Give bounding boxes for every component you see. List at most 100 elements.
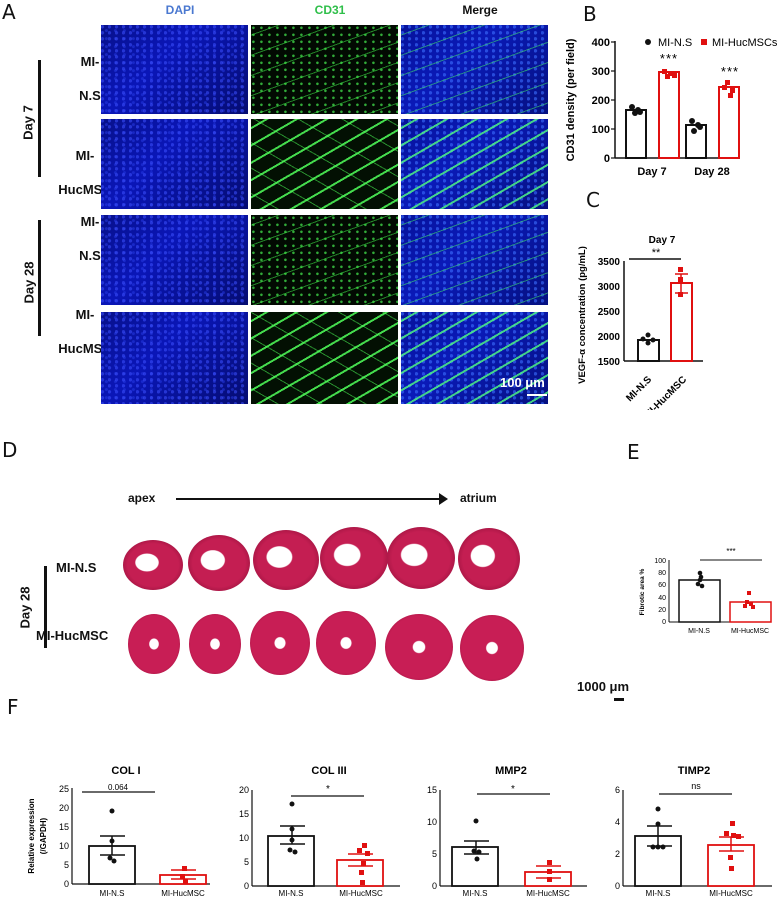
row-label-line1: MI- [80, 214, 100, 229]
svg-text:0: 0 [604, 153, 610, 165]
micrograph-dapi-day7-hucmsc [101, 119, 248, 209]
row-label-line1: MI- [80, 54, 100, 69]
row-label: MI- HucMSC [55, 305, 115, 359]
svg-text:MI-N.S: MI-N.S [279, 889, 304, 898]
svg-text:200: 200 [592, 95, 610, 107]
svg-text:3000: 3000 [598, 282, 621, 293]
svg-text:100: 100 [592, 124, 610, 136]
svg-text:Day 7: Day 7 [649, 235, 676, 246]
timepoint-label-day7: Day 7 [20, 105, 36, 140]
svg-text:MI-N.S: MI-N.S [463, 889, 488, 898]
timepoint-label-day28-d: Day 28 [17, 586, 33, 629]
svg-text:COL I: COL I [111, 765, 140, 777]
micrograph-merge-day7-hucmsc [401, 119, 548, 209]
svg-text:15: 15 [427, 785, 437, 795]
svg-text:5: 5 [64, 860, 69, 870]
svg-text:60: 60 [658, 582, 666, 589]
panel-f-letter: F [7, 695, 19, 719]
panel-c-letter: C [586, 188, 600, 212]
heart-section [460, 615, 524, 681]
timepoint-label-day28: Day 28 [21, 261, 37, 304]
heart-section [253, 530, 319, 590]
heart-section [385, 614, 453, 680]
axis-start-label: apex [128, 491, 156, 505]
micrograph-cd31-day7-hucmsc [251, 119, 398, 209]
row-label-line1: MI- [75, 148, 95, 163]
svg-text:100: 100 [654, 558, 666, 565]
heart-section [189, 614, 241, 674]
chart-f-mmp2: MMP2 * 0 5 10 15 MI-N.S MI-HucMSC [427, 765, 587, 898]
scale-bar-label: 100 μm [500, 375, 545, 390]
panel-d-letter: D [2, 438, 18, 462]
svg-text:***: *** [721, 64, 739, 79]
chart-f-timp2: TIMP2 ns 0 2 4 6 MI-N.S MI-HucMSC [615, 765, 772, 898]
svg-text:MI-N.S: MI-N.S [646, 889, 671, 898]
row-label-hucmsc: MI-HucMSC [36, 628, 109, 643]
micrograph-merge-day28-ns [401, 215, 548, 305]
heart-section [123, 540, 183, 590]
svg-text:20: 20 [239, 785, 249, 795]
axis-end-label: atrium [460, 491, 497, 505]
svg-text:300: 300 [592, 66, 610, 78]
svg-text:***: *** [660, 51, 678, 66]
micrograph-dapi-day7-ns [101, 25, 248, 114]
svg-text:10: 10 [427, 817, 437, 827]
svg-text:MI-HucMSCs: MI-HucMSCs [712, 37, 778, 49]
direction-arrow [176, 498, 439, 500]
svg-text:6: 6 [615, 785, 620, 795]
micrograph-merge-day7-ns [401, 25, 548, 114]
svg-text:0.064: 0.064 [108, 783, 129, 792]
svg-text:MI-HucMSC: MI-HucMSC [339, 889, 383, 898]
svg-text:400: 400 [592, 37, 610, 49]
chart-f-col-i: COL I 0.064 0 5 10 15 20 25 Relative expressi… [27, 765, 210, 898]
svg-text:MI-N.S: MI-N.S [100, 889, 125, 898]
column-header-cd31: CD31 [314, 3, 346, 17]
row-label-line2: HucMSC [58, 182, 112, 197]
svg-text:**: ** [652, 247, 661, 259]
svg-text:2500: 2500 [598, 307, 621, 318]
svg-text:MI-HucMSC: MI-HucMSC [161, 889, 205, 898]
row-label: MI- N.S [60, 212, 120, 266]
micrograph-cd31-day28-hucmsc [251, 312, 398, 404]
svg-text:MI-N.S: MI-N.S [658, 37, 692, 49]
svg-text:0: 0 [244, 881, 249, 891]
svg-text:VEGF-α concentration (pg/mL): VEGF-α concentration (pg/mL) [577, 246, 588, 384]
scale-bar-d [614, 698, 624, 701]
arrow-head-icon [439, 493, 448, 505]
chart-f-col-iii: COL III * 0 5 10 15 20 MI-N.S MI-HucMSC [239, 765, 400, 898]
row-label: MI- HucMSC [55, 146, 115, 200]
micrograph-merge-day28-hucmsc [401, 312, 548, 404]
micrograph-cd31-day7-ns [251, 25, 398, 114]
chart-c-vegf: Day 7 ** 1500 2000 2500 3000 3500 VEGF-α con… [577, 235, 703, 410]
svg-text:MI-HucMSC: MI-HucMSC [526, 889, 570, 898]
column-header-merge: Merge [462, 3, 498, 17]
row-label-ns: MI-N.S [56, 560, 97, 575]
svg-text:Fibrotic area %: Fibrotic area % [639, 568, 646, 615]
y-axis: 0 100 200 300 400 CD31 density (per field) [565, 37, 616, 165]
svg-text:0: 0 [662, 619, 666, 626]
heart-section [188, 535, 250, 591]
svg-text:MMP2: MMP2 [495, 765, 527, 777]
svg-text:80: 80 [658, 570, 666, 577]
svg-text:20: 20 [59, 803, 69, 813]
column-header-dapi: DAPI [165, 3, 195, 17]
heart-section [250, 611, 310, 675]
svg-text:0: 0 [432, 881, 437, 891]
heart-section [128, 614, 180, 674]
row-label-line1: MI- [75, 307, 95, 322]
svg-text:MI-N.S: MI-N.S [624, 374, 654, 404]
group-bracket [38, 60, 41, 177]
panel-b-letter: B [583, 2, 597, 26]
group-bracket [38, 220, 41, 336]
scale-bar [527, 394, 547, 396]
svg-text:5: 5 [432, 849, 437, 859]
group-bracket [44, 566, 47, 648]
svg-text:Relative expression: Relative expression [27, 798, 36, 873]
svg-text:2000: 2000 [598, 332, 621, 343]
svg-text:MI-N.S: MI-N.S [688, 628, 710, 635]
heart-section [320, 527, 388, 589]
svg-text:COL III: COL III [311, 765, 346, 777]
svg-text:1500: 1500 [598, 357, 621, 368]
svg-text:*: * [511, 784, 515, 795]
